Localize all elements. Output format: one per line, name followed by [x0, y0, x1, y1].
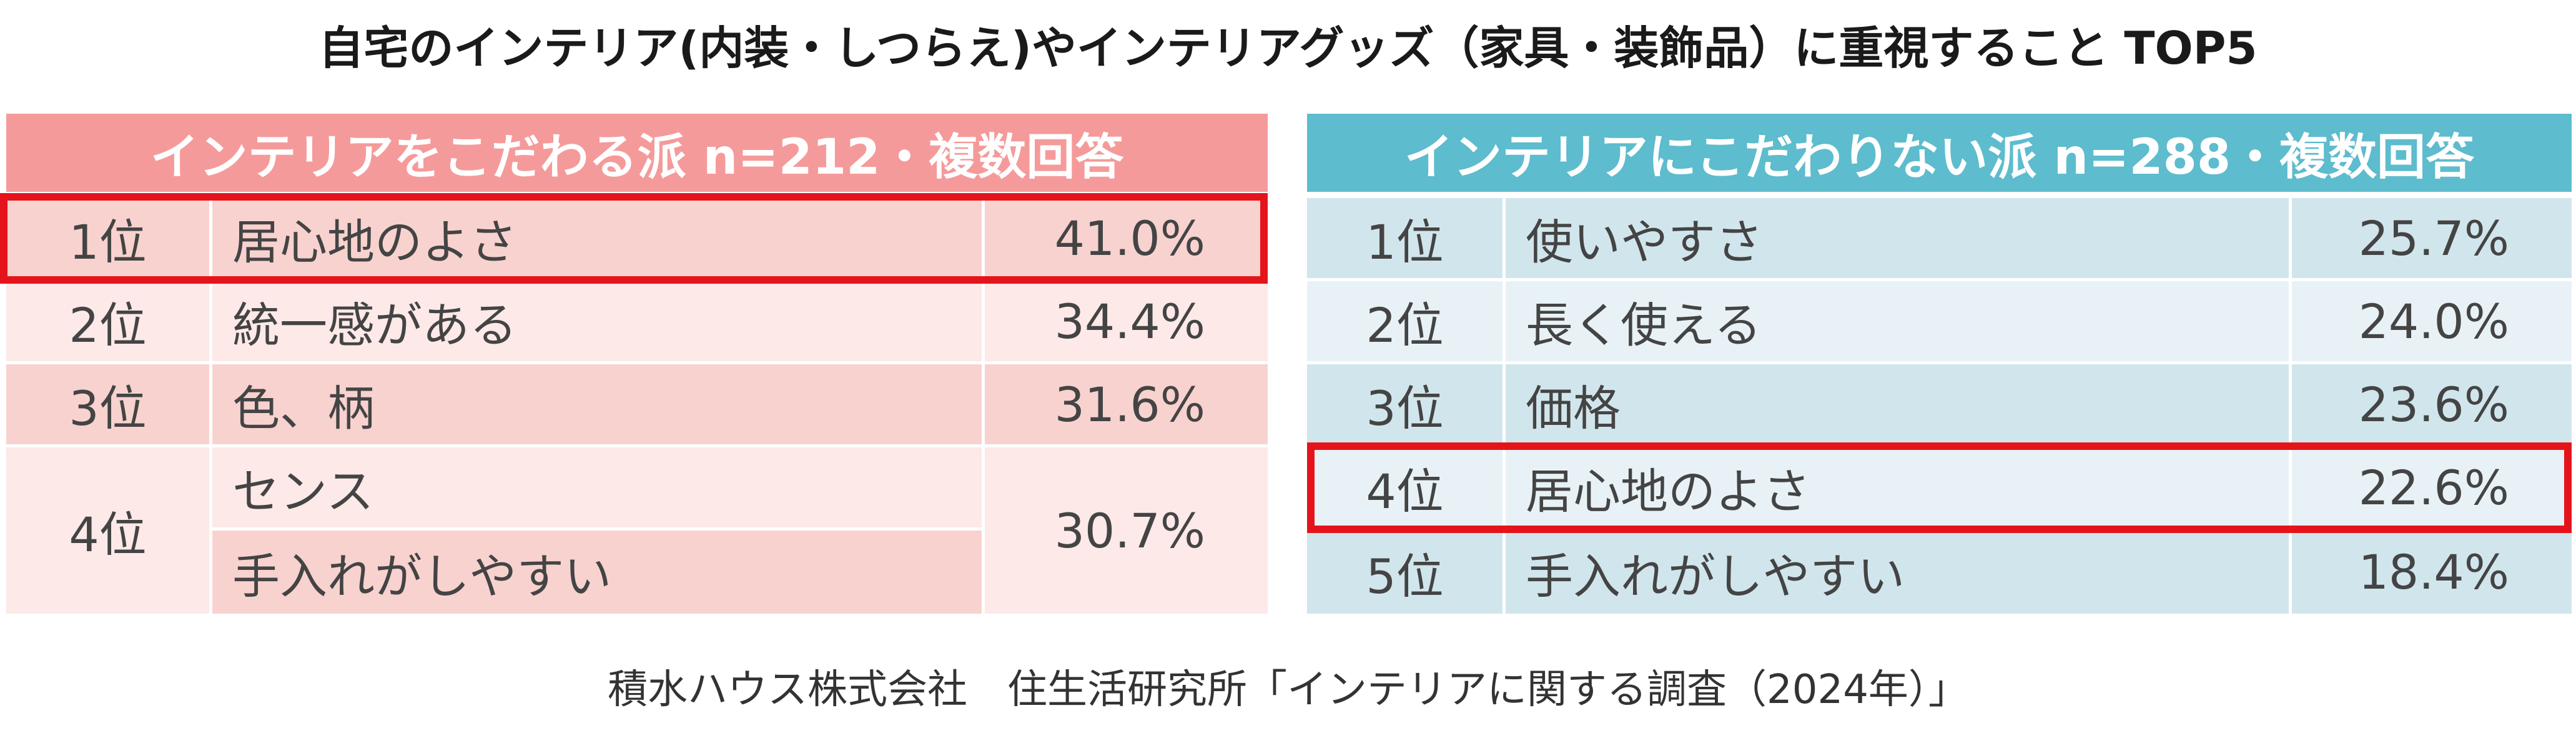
table-row-value: 30.7%: [985, 447, 1268, 614]
table-row-item: 色、柄: [212, 364, 982, 444]
table-row-item: 居心地のよさ: [1506, 447, 2289, 527]
table-row-value: 41.0%: [985, 198, 1268, 278]
table-row-item: 手入れがしやすい: [212, 531, 982, 614]
right-ranking-table: インテリアにこだわりない派 n=288・複数回答 1位 使いやすさ 25.7% …: [1307, 114, 2572, 614]
table-row-rank: 4位: [6, 447, 209, 614]
table-row-rank: 3位: [1307, 364, 1503, 444]
table-row-rank: 1位: [1307, 198, 1503, 278]
table-row-rank: 2位: [1307, 281, 1503, 361]
table-row-rank: 3位: [6, 364, 209, 444]
left-ranking-table: インテリアをこだわる派 n=212・複数回答 1位 居心地のよさ 41.0% 2…: [0, 114, 1268, 614]
table-row-value: 24.0%: [2292, 281, 2572, 361]
table-row-value: 31.6%: [985, 364, 1268, 444]
table-row-value: 18.4%: [2292, 531, 2572, 614]
table-row-item: 使いやすさ: [1506, 198, 2289, 278]
table-row-rank: 1位: [6, 198, 209, 278]
table-row-value: 23.6%: [2292, 364, 2572, 444]
table-row-value: 34.4%: [985, 281, 1268, 361]
table-row-rank: 4位: [1307, 447, 1503, 527]
page-title: 自宅のインテリア(内装・しつらえ)やインテリアグッズ（家具・装飾品）に重視するこ…: [318, 21, 2258, 74]
table-row-item: 手入れがしやすい: [1506, 531, 2289, 614]
table-row-rank: 2位: [6, 281, 209, 361]
table-row-item: 価格: [1506, 364, 2289, 444]
table-row-rank: 5位: [1307, 531, 1503, 614]
table-row-item: 統一感がある: [212, 281, 982, 361]
source-caption: 積水ハウス株式会社 住生活研究所「インテリアに関する調査（2024年）」: [608, 667, 1968, 713]
left-table-header: インテリアをこだわる派 n=212・複数回答: [6, 114, 1268, 192]
table-row-item: センス: [212, 447, 982, 527]
table-row-value: 25.7%: [2292, 198, 2572, 278]
table-row-item: 長く使える: [1506, 281, 2289, 361]
table-row-item: 居心地のよさ: [212, 198, 982, 278]
right-table-header: インテリアにこだわりない派 n=288・複数回答: [1307, 114, 2572, 192]
table-row-value: 22.6%: [2292, 447, 2572, 527]
